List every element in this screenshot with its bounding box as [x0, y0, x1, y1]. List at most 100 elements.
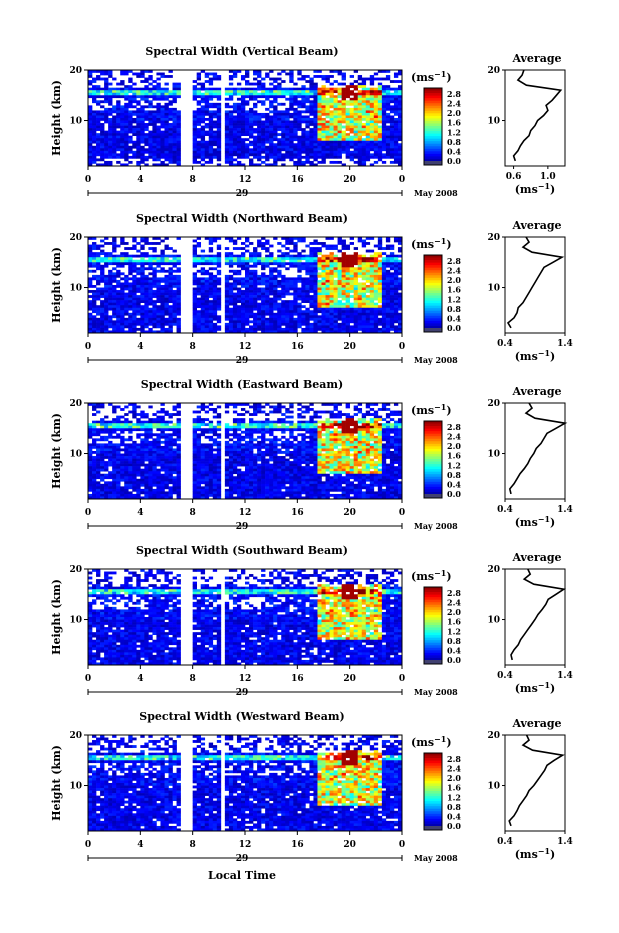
- heatmap-cell: [394, 118, 398, 121]
- heatmap-cell: [326, 272, 330, 275]
- heatmap-cell: [253, 156, 257, 159]
- heatmap-cell: [120, 323, 124, 326]
- heatmap-cell: [374, 298, 378, 301]
- colorbar-swatch: [424, 321, 442, 324]
- heatmap-cell: [390, 100, 394, 103]
- heatmap-cell: [265, 138, 269, 141]
- heatmap-cell: [96, 78, 100, 81]
- heatmap-cell: [120, 471, 124, 474]
- heatmap-cell: [96, 308, 100, 311]
- heatmap-cell: [229, 313, 233, 316]
- heatmap-cell: [313, 288, 317, 291]
- heatmap-cell: [88, 123, 92, 126]
- heatmap-cell: [273, 325, 277, 328]
- heatmap-cell: [265, 88, 269, 91]
- heatmap-cell: [293, 161, 297, 164]
- heatmap-cell: [136, 305, 140, 308]
- heatmap-cell: [116, 295, 120, 298]
- heatmap-cell: [140, 123, 144, 126]
- heatmap-cell: [382, 267, 386, 270]
- heatmap-cell: [321, 78, 325, 81]
- heatmap-cell: [124, 318, 128, 321]
- heatmap-cell: [354, 315, 358, 318]
- heatmap-cell: [366, 305, 370, 308]
- heatmap-cell: [338, 290, 342, 293]
- heatmap-cell: [92, 98, 96, 101]
- heatmap-cell: [374, 303, 378, 306]
- heatmap-cell: [104, 323, 108, 326]
- colorbar-swatch: [424, 323, 442, 326]
- heatmap-cell: [173, 161, 177, 164]
- heatmap-cell: [305, 90, 309, 93]
- heatmap-cell: [257, 146, 261, 149]
- heatmap-cell: [390, 308, 394, 311]
- heatmap-cell: [346, 156, 350, 159]
- heatmap-cell: [378, 78, 382, 81]
- heatmap-cell: [124, 88, 128, 91]
- heatmap-cell: [366, 95, 370, 98]
- heatmap-cell: [358, 78, 362, 81]
- heatmap-cell: [209, 156, 213, 159]
- heatmap-cell: [346, 113, 350, 116]
- heatmap-cell: [201, 146, 205, 149]
- heatmap-cell: [100, 426, 104, 429]
- heatmap-cell: [116, 95, 120, 98]
- heatmap-cell: [313, 318, 317, 321]
- heatmap-cell: [233, 110, 237, 113]
- heatmap-cell: [342, 262, 346, 265]
- heatmap-cell: [386, 308, 390, 311]
- heatmap-cell: [257, 277, 261, 280]
- heatmap-cell: [354, 288, 358, 291]
- heatmap-cell: [92, 325, 96, 328]
- heatmap-cell: [350, 123, 354, 126]
- heatmap-cell: [213, 138, 217, 141]
- heatmap-cell: [96, 245, 100, 248]
- heatmap-cell: [140, 148, 144, 151]
- heatmap-cell: [281, 328, 285, 331]
- heatmap-cell: [169, 325, 173, 328]
- heatmap-cell: [390, 136, 394, 139]
- heatmap-cell: [173, 118, 177, 121]
- heatmap-cell: [257, 280, 261, 283]
- heatmap-cell: [116, 298, 120, 301]
- heatmap-cell: [249, 308, 253, 311]
- heatmap-cell: [309, 131, 313, 134]
- heatmap-cell: [366, 277, 370, 280]
- heatmap-cell: [374, 257, 378, 260]
- heatmap-cell: [326, 282, 330, 285]
- heatmap-cell: [301, 285, 305, 288]
- heatmap-cell: [193, 146, 197, 149]
- heatmap-cell: [317, 308, 321, 311]
- heatmap-cell: [366, 78, 370, 81]
- heatmap-cell: [104, 88, 108, 91]
- colorbar-swatch: [424, 101, 442, 104]
- heatmap-cell: [390, 143, 394, 146]
- heatmap-cell: [144, 118, 148, 121]
- heatmap-cell: [193, 288, 197, 291]
- heatmap-cell: [289, 143, 293, 146]
- heatmap-cell: [96, 133, 100, 136]
- heatmap-cell: [108, 481, 112, 484]
- heatmap-cell: [245, 143, 249, 146]
- heatmap-cell: [366, 308, 370, 311]
- heatmap-cell: [301, 290, 305, 293]
- heatmap-cell: [326, 153, 330, 156]
- heatmap-cell: [241, 328, 245, 331]
- heatmap-cell: [160, 73, 164, 76]
- heatmap-cell: [346, 151, 350, 154]
- heatmap-cell: [213, 123, 217, 126]
- heatmap-cell: [124, 298, 128, 301]
- heatmap-cell: [334, 247, 338, 250]
- heatmap-cell: [317, 290, 321, 293]
- heatmap-cell: [201, 100, 205, 103]
- heatmap-cell: [366, 288, 370, 291]
- heatmap-cell: [374, 328, 378, 331]
- heatmap-cell: [277, 260, 281, 263]
- heatmap-cell: [197, 103, 201, 106]
- heatmap-cell: [354, 305, 358, 308]
- heatmap-cell: [309, 110, 313, 113]
- heatmap-cell: [285, 123, 289, 126]
- heatmap-cell: [217, 277, 221, 280]
- heatmap-cell: [386, 270, 390, 273]
- heatmap-cell: [112, 300, 116, 303]
